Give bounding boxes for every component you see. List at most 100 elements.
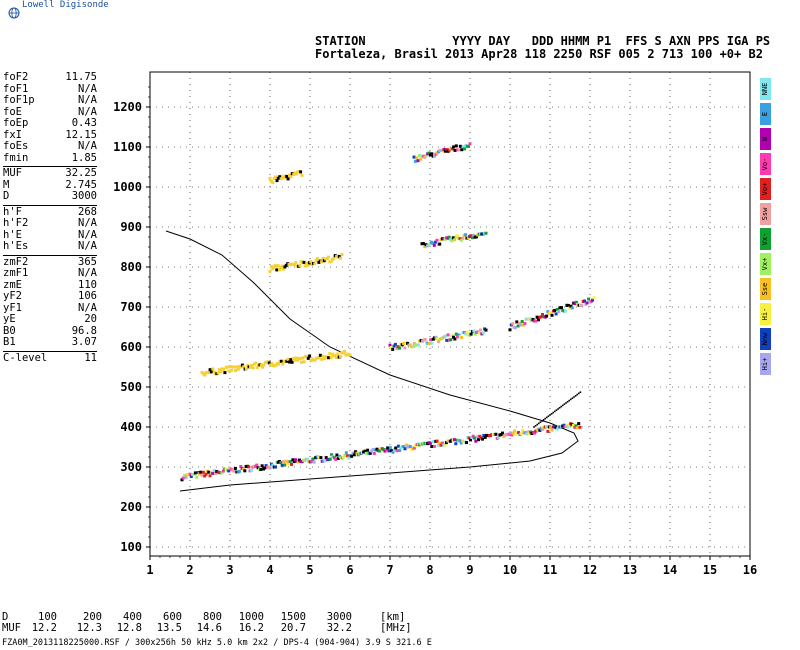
parameter-divider	[3, 254, 97, 256]
echo-point	[286, 177, 290, 181]
echo-point	[398, 448, 402, 452]
echo-point	[460, 336, 464, 340]
echo-point	[296, 460, 300, 464]
echo-point	[184, 475, 188, 479]
parameter-name: foEp	[3, 117, 29, 129]
echo-point	[323, 459, 327, 463]
parameter-value: 11.75	[65, 71, 97, 83]
echo-point	[392, 344, 396, 348]
echo-point	[587, 297, 591, 301]
echo-point	[454, 144, 458, 148]
echo-point	[227, 469, 231, 473]
parameter-value: N/A	[78, 94, 97, 106]
echo-point	[290, 462, 293, 466]
echo-point	[580, 304, 584, 307]
echo-point	[220, 471, 224, 475]
echo-point	[445, 148, 449, 152]
echo-point	[211, 471, 215, 475]
parameter-row: B0 96.8	[3, 325, 97, 338]
echo-point	[268, 466, 272, 470]
parameter-row: yE 20	[3, 313, 97, 326]
echo-point	[211, 367, 215, 371]
echo-point	[293, 358, 297, 362]
echo-point	[337, 254, 341, 258]
echo-point	[461, 236, 465, 240]
echo-point	[313, 358, 317, 362]
echo-point	[571, 397, 574, 399]
echo-point	[391, 450, 395, 454]
muf-table-cell: 12.2	[31, 622, 57, 634]
echo-point	[249, 468, 253, 472]
legend-label: Sse	[761, 282, 769, 296]
echo-point	[389, 346, 393, 349]
muf-table-cell: 13.5	[156, 622, 182, 634]
echo-point	[283, 463, 287, 467]
parameter-value: 32.25	[65, 167, 97, 179]
echo-point	[404, 443, 408, 447]
echo-point	[578, 392, 580, 395]
legend-label: Vx+	[761, 257, 769, 271]
echo-point	[259, 468, 263, 471]
echo-point	[494, 432, 498, 436]
echo-point	[568, 306, 572, 310]
echo-point	[566, 304, 570, 307]
echo-point	[276, 264, 280, 268]
legend-label: Ssw	[761, 207, 769, 221]
echo-point	[418, 154, 421, 158]
y-tick-label: 900	[120, 220, 142, 234]
echo-point	[411, 345, 415, 349]
parameter-value: 2.745	[65, 178, 97, 191]
echo-point	[550, 313, 554, 317]
parameter-value: 11	[84, 351, 97, 364]
echo-point	[268, 269, 272, 273]
echo-point	[537, 318, 540, 322]
echo-point	[321, 256, 325, 260]
echo-point	[328, 457, 332, 461]
echo-point	[435, 439, 439, 443]
echo-point	[520, 320, 524, 323]
legend-item: Sse	[760, 278, 771, 300]
echo-point	[573, 425, 577, 429]
echo-point	[284, 459, 288, 463]
parameter-value: N/A	[78, 240, 97, 252]
echo-point	[497, 435, 500, 439]
legend-label: Hi-	[761, 307, 769, 321]
muf-table-row-label: D	[2, 611, 9, 623]
echo-point	[450, 147, 454, 151]
echo-point	[200, 473, 204, 477]
echo-point	[371, 448, 375, 451]
echo-point	[569, 304, 573, 308]
echo-point	[336, 352, 340, 356]
echo-point	[392, 448, 396, 452]
echo-point	[416, 343, 420, 347]
echo-point	[454, 442, 458, 446]
parameter-row: foE N/A	[3, 106, 97, 119]
echo-point	[286, 462, 289, 466]
echo-point	[574, 300, 578, 304]
echo-point	[227, 369, 231, 373]
echo-point	[473, 332, 477, 336]
echo-point	[396, 444, 400, 448]
parameter-row: yF2 106	[3, 290, 97, 303]
echo-point	[527, 432, 531, 436]
echo-point	[408, 343, 412, 347]
echo-point	[329, 356, 333, 359]
echo-point	[421, 242, 425, 246]
parameter-value: 12.15	[65, 128, 97, 141]
echo-point	[554, 312, 558, 316]
echo-point	[203, 474, 207, 478]
parameter-value: N/A	[78, 267, 97, 279]
echo-point	[519, 432, 523, 436]
echo-point	[477, 331, 481, 335]
echo-point	[575, 426, 579, 430]
echo-point	[452, 145, 456, 149]
echo-point	[467, 436, 471, 440]
echo-point	[534, 319, 538, 323]
echo-point	[432, 243, 436, 247]
echo-point	[427, 342, 431, 346]
echo-point	[424, 154, 428, 157]
echo-point	[329, 259, 333, 263]
echo-point	[458, 144, 462, 148]
echo-point	[285, 359, 289, 363]
echo-point	[534, 425, 537, 427]
